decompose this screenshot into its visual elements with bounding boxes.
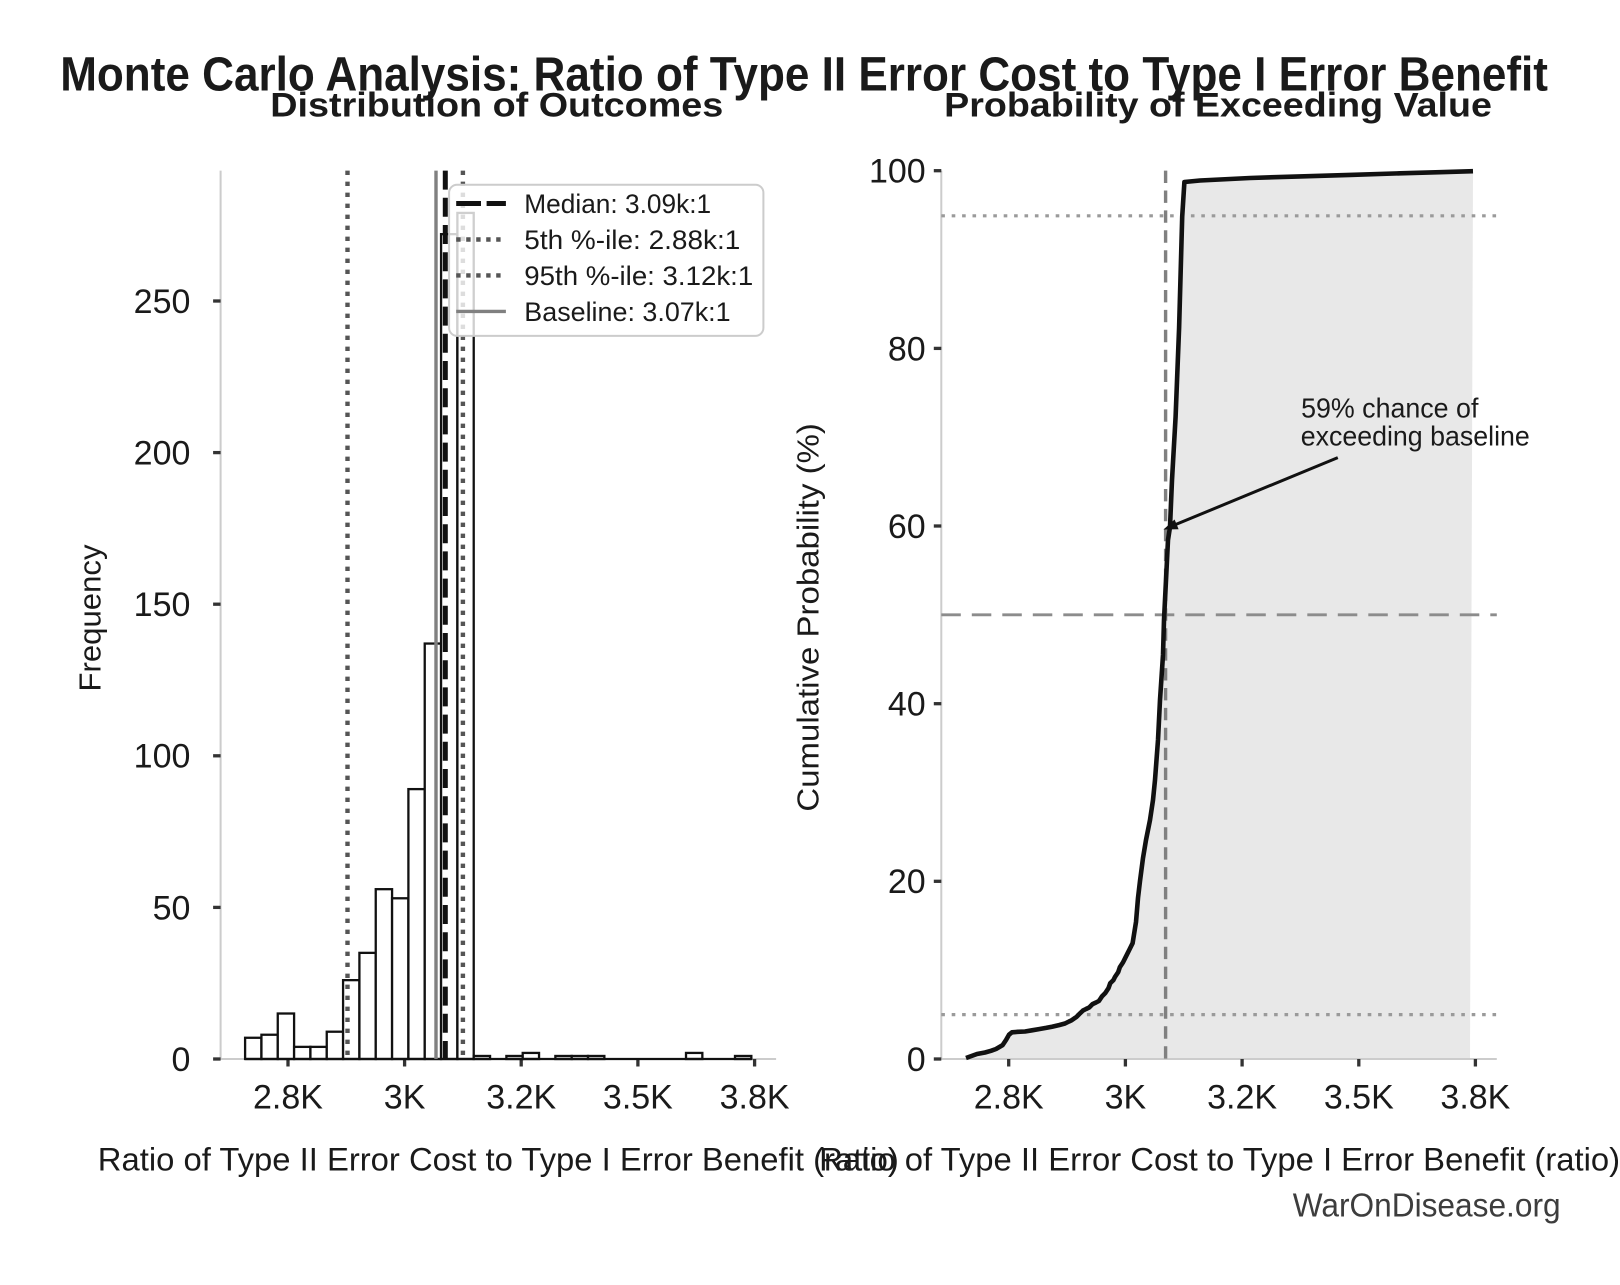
svg-text:60: 60 bbox=[888, 508, 926, 546]
svg-text:200: 200 bbox=[134, 435, 191, 473]
svg-text:40: 40 bbox=[888, 686, 926, 724]
svg-text:59% chance of: 59% chance of bbox=[1301, 393, 1479, 424]
svg-text:Ratio of Type II Error Cost to: Ratio of Type II Error Cost to Type I Er… bbox=[98, 1142, 899, 1178]
svg-text:100: 100 bbox=[134, 738, 191, 776]
svg-text:3K: 3K bbox=[1105, 1079, 1147, 1117]
svg-text:Cumulative Probability (%): Cumulative Probability (%) bbox=[791, 423, 826, 812]
svg-text:50: 50 bbox=[153, 889, 191, 927]
svg-text:250: 250 bbox=[134, 283, 191, 321]
svg-text:3.2K: 3.2K bbox=[1207, 1079, 1277, 1117]
svg-text:Monte Carlo Analysis: Ratio of: Monte Carlo Analysis: Ratio of Type II E… bbox=[60, 49, 1548, 102]
svg-text:2.8K: 2.8K bbox=[253, 1079, 323, 1117]
svg-text:Frequency: Frequency bbox=[73, 544, 108, 691]
svg-text:2.8K: 2.8K bbox=[974, 1079, 1044, 1117]
svg-text:3.8K: 3.8K bbox=[1440, 1079, 1510, 1117]
svg-text:Baseline: 3.07k:1: Baseline: 3.07k:1 bbox=[524, 297, 730, 327]
svg-text:Median: 3.09k:1: Median: 3.09k:1 bbox=[524, 189, 711, 219]
svg-text:3K: 3K bbox=[384, 1079, 426, 1117]
svg-text:80: 80 bbox=[888, 330, 926, 368]
svg-text:20: 20 bbox=[888, 863, 926, 901]
svg-text:3.5K: 3.5K bbox=[1324, 1079, 1394, 1117]
svg-text:5th %-ile: 2.88k:1: 5th %-ile: 2.88k:1 bbox=[524, 225, 740, 255]
svg-text:3.2K: 3.2K bbox=[486, 1079, 556, 1117]
svg-text:150: 150 bbox=[134, 586, 191, 624]
svg-text:exceeding baseline: exceeding baseline bbox=[1301, 421, 1530, 452]
svg-text:0: 0 bbox=[907, 1041, 926, 1079]
svg-text:Distribution of Outcomes: Distribution of Outcomes bbox=[270, 87, 723, 125]
svg-text:3.5K: 3.5K bbox=[603, 1079, 673, 1117]
svg-text:Ratio of Type II Error Cost to: Ratio of Type II Error Cost to Type I Er… bbox=[819, 1142, 1620, 1178]
svg-text:95th %-ile: 3.12k:1: 95th %-ile: 3.12k:1 bbox=[524, 261, 753, 291]
svg-text:0: 0 bbox=[171, 1041, 190, 1079]
svg-text:Probability of Exceeding Value: Probability of Exceeding Value bbox=[944, 87, 1492, 125]
svg-text:100: 100 bbox=[869, 153, 926, 191]
svg-text:WarOnDisease.org: WarOnDisease.org bbox=[1293, 1187, 1561, 1224]
svg-text:3.8K: 3.8K bbox=[720, 1079, 790, 1117]
